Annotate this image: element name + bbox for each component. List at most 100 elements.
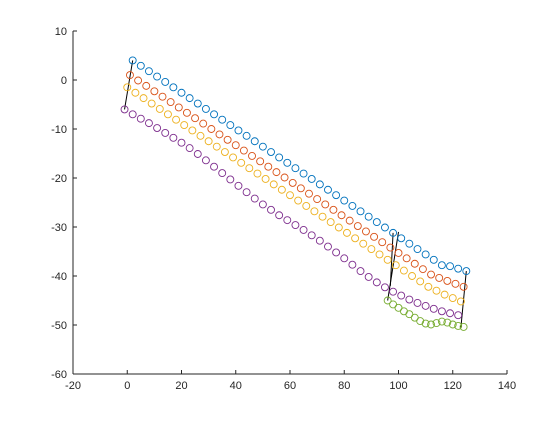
- data-point: [324, 242, 332, 251]
- data-point: [405, 239, 414, 248]
- data-point: [421, 301, 430, 310]
- data-point: [272, 168, 281, 177]
- data-point: [207, 125, 216, 133]
- data-point: [123, 83, 132, 92]
- data-point: [234, 126, 243, 135]
- data-point: [383, 255, 392, 264]
- data-point: [258, 200, 267, 209]
- connector-line: [389, 232, 394, 286]
- data-point: [454, 264, 463, 273]
- data-point: [408, 272, 417, 280]
- data-point: [153, 124, 162, 132]
- data-point: [169, 133, 178, 142]
- data-point: [454, 322, 463, 330]
- data-point: [389, 228, 398, 237]
- data-point: [299, 169, 308, 178]
- data-point: [234, 181, 243, 190]
- data-point: [280, 173, 289, 182]
- data-point: [199, 119, 208, 128]
- data-point: [459, 323, 468, 331]
- data-point: [435, 274, 444, 282]
- data-point: [220, 148, 229, 156]
- data-point: [239, 146, 248, 155]
- data-point: [166, 98, 175, 107]
- connector-line: [387, 231, 399, 301]
- data-point: [375, 250, 384, 259]
- series-1: [128, 56, 471, 276]
- data-point: [340, 196, 349, 205]
- data-point: [142, 81, 151, 90]
- data-point: [410, 259, 419, 268]
- data-point: [310, 207, 319, 216]
- data-point: [372, 278, 381, 287]
- data-point: [250, 194, 259, 203]
- data-point: [163, 110, 172, 119]
- y-tick-label: -40: [51, 271, 67, 283]
- data-point: [126, 71, 134, 80]
- data-point: [147, 99, 156, 108]
- data-point: [356, 267, 365, 276]
- data-point: [193, 99, 202, 108]
- data-point: [443, 276, 452, 285]
- y-tick-label: 10: [55, 26, 67, 38]
- data-point: [201, 104, 210, 113]
- data-point: [267, 148, 275, 156]
- data-point: [437, 317, 446, 326]
- data-point: [180, 121, 189, 130]
- data-point: [340, 254, 349, 263]
- data-point: [389, 287, 398, 296]
- data-point: [397, 234, 406, 243]
- data-point: [378, 238, 387, 247]
- data-point: [120, 105, 129, 114]
- data-point: [299, 225, 308, 234]
- data-point: [462, 267, 471, 276]
- data-point: [386, 243, 395, 252]
- data-point: [416, 317, 425, 326]
- data-point: [332, 191, 341, 200]
- data-point: [315, 236, 324, 245]
- data-point: [253, 169, 262, 178]
- data-point: [277, 185, 286, 194]
- y-tick-label: -20: [51, 173, 67, 185]
- data-point: [275, 153, 284, 162]
- data-point: [307, 175, 316, 183]
- data-point: [399, 266, 408, 275]
- data-point: [451, 279, 460, 288]
- data-point: [413, 245, 422, 254]
- data-point: [413, 299, 422, 307]
- data-point: [150, 87, 159, 96]
- data-point: [256, 157, 265, 166]
- y-axis-ticks: -60 -50 -40 -30 -20 -10 0 10: [51, 26, 77, 381]
- data-point: [155, 104, 164, 113]
- data-point: [177, 138, 186, 147]
- data-point: [446, 262, 454, 271]
- data-point: [291, 221, 300, 229]
- x-tick-label: 120: [444, 380, 462, 392]
- data-point: [456, 297, 465, 306]
- x-tick-label: 40: [230, 380, 242, 392]
- x-tick-label: 80: [338, 380, 350, 392]
- data-point: [427, 320, 435, 329]
- y-tick-label: 0: [61, 75, 67, 87]
- data-point: [337, 211, 346, 220]
- series-3: [123, 83, 465, 306]
- data-point: [326, 218, 335, 227]
- data-point: [443, 318, 452, 327]
- data-point: [427, 270, 435, 279]
- data-point: [131, 88, 140, 97]
- data-point: [429, 255, 438, 264]
- data-point: [348, 260, 357, 269]
- data-point: [348, 201, 357, 210]
- data-point: [172, 115, 181, 124]
- data-point: [229, 153, 237, 162]
- data-point: [218, 169, 227, 178]
- data-point: [283, 216, 292, 225]
- data-point: [210, 162, 219, 171]
- data-point: [446, 309, 454, 318]
- data-point: [364, 273, 373, 281]
- data-point: [364, 212, 373, 221]
- data-point: [267, 205, 275, 214]
